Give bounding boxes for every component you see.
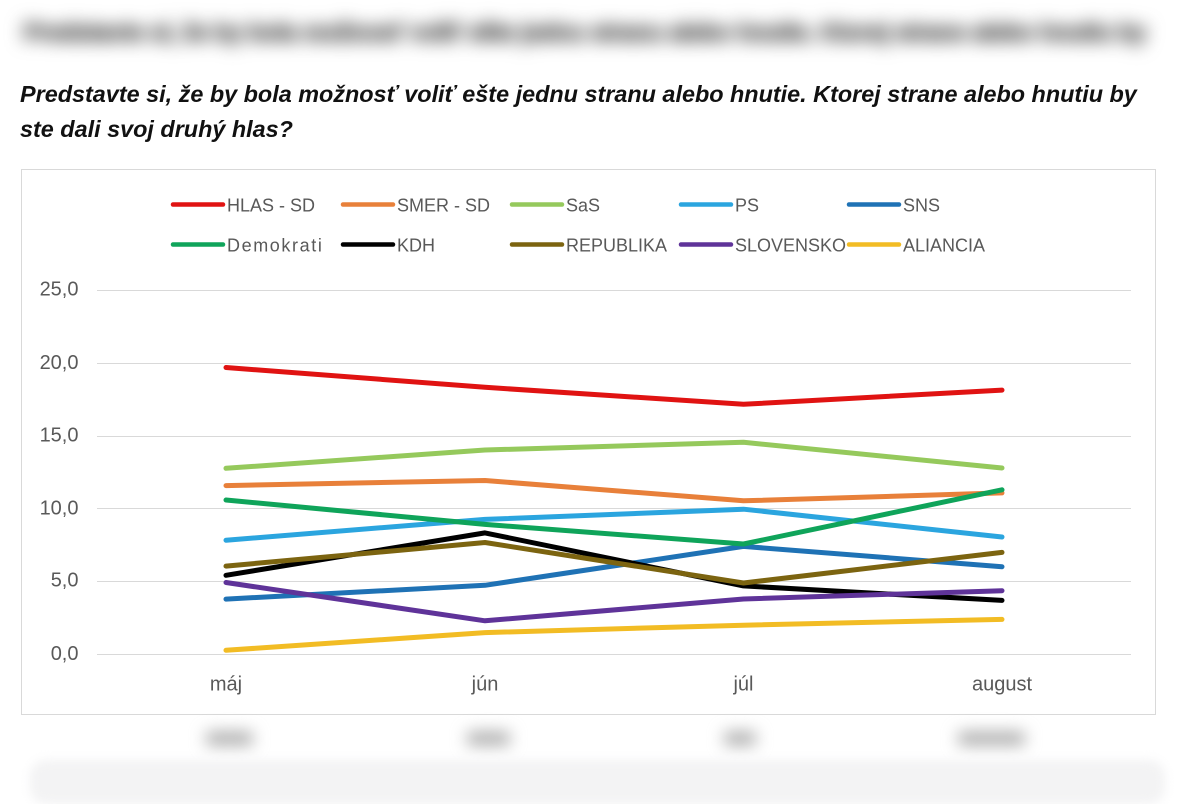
svg-text:KDH: KDH <box>397 236 435 256</box>
svg-text:PS: PS <box>735 196 759 216</box>
svg-text:10,0: 10,0 <box>40 497 79 519</box>
svg-text:Demokrati: Demokrati <box>227 236 323 256</box>
svg-text:5,0: 5,0 <box>51 570 79 592</box>
svg-text:SNS: SNS <box>903 196 940 216</box>
svg-text:20,0: 20,0 <box>40 352 79 374</box>
svg-text:júl: júl <box>732 674 753 696</box>
svg-text:15,0: 15,0 <box>40 425 79 447</box>
svg-text:ALIANCIA: ALIANCIA <box>903 236 985 256</box>
svg-text:máj: máj <box>210 674 242 696</box>
svg-text:25,0: 25,0 <box>40 279 79 301</box>
svg-text:jún: jún <box>471 674 499 696</box>
svg-text:august: august <box>972 674 1032 696</box>
svg-text:SaS: SaS <box>566 196 600 216</box>
svg-text:SMER - SD: SMER - SD <box>397 196 490 216</box>
svg-text:HLAS - SD: HLAS - SD <box>227 196 315 216</box>
svg-text:REPUBLIKA: REPUBLIKA <box>566 236 667 256</box>
svg-text:0,0: 0,0 <box>51 643 79 665</box>
svg-text:SLOVENSKO: SLOVENSKO <box>735 236 846 256</box>
